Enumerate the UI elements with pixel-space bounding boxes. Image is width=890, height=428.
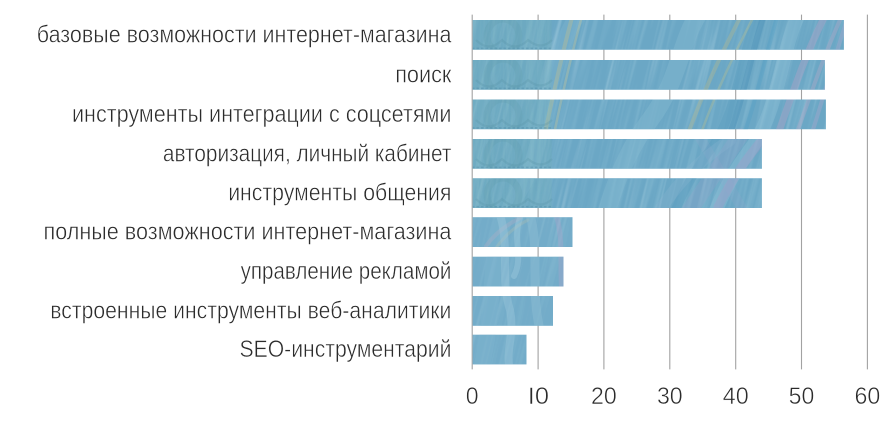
svg-text:40: 40	[723, 383, 749, 410]
svg-text:базовые возможности интернет-м: базовые возможности интернет-магазина	[37, 21, 452, 48]
svg-text:инструменты интеграции с соцсе: инструменты интеграции с соцсетями	[72, 101, 451, 128]
svg-text:управление рекламой: управление рекламой	[241, 258, 452, 285]
svg-text:инструменты общения: инструменты общения	[228, 180, 451, 207]
svg-text:авторизация, личный кабинет: авторизация, личный кабинет	[163, 140, 452, 167]
svg-text:поиск: поиск	[395, 61, 452, 88]
svg-text:60: 60	[854, 383, 880, 410]
svg-text:20: 20	[591, 383, 617, 410]
svg-text:полные возможности интернет-ма: полные возможности интернет-магазина	[44, 219, 452, 246]
svg-text:SEO-инструментарий: SEO-инструментарий	[240, 336, 452, 363]
svg-text:0: 0	[466, 383, 479, 410]
svg-text:встроенные инструменты веб-ана: встроенные инструменты веб-аналитики	[50, 297, 451, 324]
svg-text:30: 30	[657, 383, 683, 410]
svg-text:50: 50	[789, 383, 815, 410]
svg-text:I0: I0	[528, 383, 549, 410]
